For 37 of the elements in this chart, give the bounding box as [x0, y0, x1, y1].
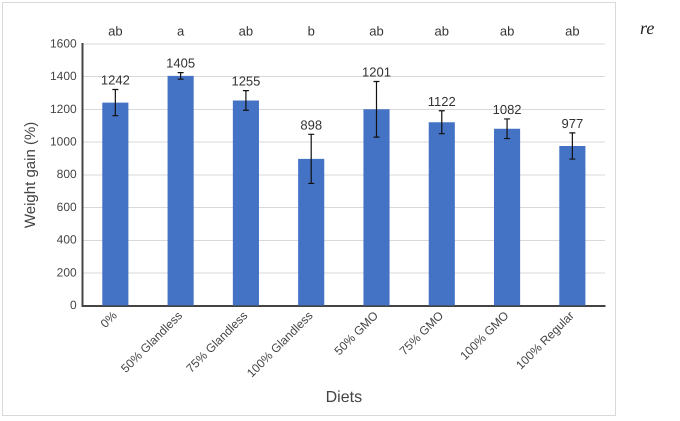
y-tick-label: 800: [56, 167, 78, 182]
data-label: 1122: [428, 94, 456, 109]
text: ab: [238, 24, 254, 39]
text: ab: [108, 24, 123, 39]
text: re: [640, 18, 654, 39]
data-label: 1255: [231, 74, 260, 89]
x-axis-title: Diets: [326, 388, 362, 406]
data-label: 1405: [166, 56, 196, 71]
data-label: 898: [300, 117, 322, 132]
y-tick-label: 600: [56, 200, 78, 214]
data-label: 1082: [492, 102, 522, 118]
data-label: 1242: [100, 72, 130, 88]
bar: [168, 76, 194, 306]
x-tick-label: 0%: [98, 308, 120, 331]
y-tick-label: 0: [70, 298, 78, 312]
bar: [428, 122, 455, 306]
bar: [559, 146, 586, 306]
y-tick-label: 1200: [50, 102, 78, 116]
data-label: 977: [562, 116, 584, 131]
text: ab: [369, 24, 384, 39]
text: ab: [434, 24, 450, 39]
bar: [494, 128, 520, 306]
bar: [232, 100, 259, 306]
y-tick-label: 200: [56, 265, 78, 280]
y-tick-label: 400: [56, 232, 78, 247]
data-label: 1201: [362, 64, 391, 80]
bar: [298, 158, 324, 306]
y-axis-title: Weight gain (%): [22, 122, 40, 228]
text: a: [177, 24, 186, 39]
bar: [102, 102, 128, 306]
y-tick-label: 1400: [50, 69, 78, 84]
text: b: [308, 24, 315, 39]
y-tick-label: 1000: [50, 134, 78, 148]
text: ab: [565, 24, 580, 39]
text: ab: [500, 24, 514, 39]
bar: [363, 109, 390, 306]
y-tick-label: 1600: [50, 36, 78, 50]
